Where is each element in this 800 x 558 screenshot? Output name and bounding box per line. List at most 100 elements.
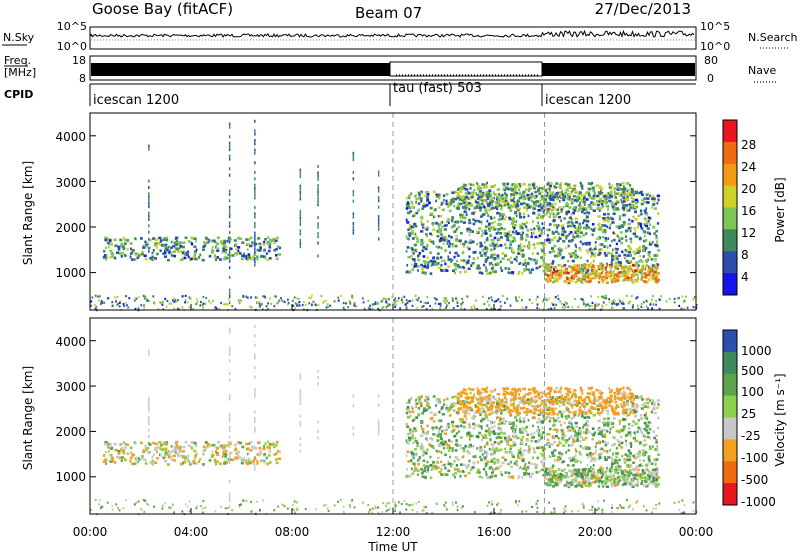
power-cell-near	[488, 297, 490, 299]
velocity-cell	[549, 428, 552, 431]
power-cell	[549, 185, 552, 188]
power-cell	[263, 243, 266, 246]
power-cell	[460, 259, 463, 262]
power-cell	[597, 224, 600, 227]
power-streak	[254, 238, 256, 241]
power-cell	[558, 186, 561, 189]
power-cell	[542, 227, 545, 230]
power-streak	[254, 216, 256, 219]
velocity-cell	[628, 431, 631, 434]
velocity-cell	[543, 458, 546, 461]
power-cell	[626, 207, 628, 210]
power-cell	[469, 239, 472, 242]
power-streak	[229, 145, 231, 148]
velocity-cell	[493, 433, 496, 436]
power-cell	[501, 194, 503, 197]
velocity-cell	[119, 443, 122, 446]
power-cell-near	[389, 304, 391, 306]
velocity-cell	[531, 473, 534, 476]
velocity-cell	[572, 464, 575, 467]
power-cell-near	[641, 306, 643, 308]
velocity-cell	[417, 459, 419, 462]
power-cell	[595, 241, 597, 244]
power-cell-near	[471, 308, 473, 310]
power-cell	[251, 241, 253, 244]
power-cell	[420, 197, 423, 200]
power-cell	[636, 280, 638, 283]
velocity-cell	[492, 473, 494, 476]
power-cell	[555, 182, 558, 185]
power-cbtick-20: 20	[741, 182, 756, 196]
power-cell-near	[296, 297, 298, 299]
freq-band-1	[91, 63, 390, 76]
power-cell	[552, 250, 555, 253]
velocity-cell	[451, 431, 453, 434]
velocity-cell	[235, 452, 237, 455]
velocity-cell	[551, 396, 554, 399]
power-streak	[353, 216, 355, 219]
velocity-cell	[121, 447, 123, 450]
velocity-cell	[406, 439, 408, 442]
power-cell-near	[429, 305, 431, 307]
velocity-cell	[144, 459, 147, 462]
power-cell	[628, 203, 631, 206]
velocity-cell	[496, 400, 499, 403]
power-streak	[229, 135, 231, 138]
power-cell	[156, 246, 158, 249]
power-cell	[409, 234, 412, 237]
power-cell	[457, 254, 460, 257]
velocity-cell	[205, 441, 208, 444]
power-cell-near	[387, 305, 389, 307]
power-cell	[473, 257, 476, 260]
velocity-cell	[657, 446, 659, 449]
power-cell	[471, 196, 474, 199]
velocity-cell	[196, 453, 198, 456]
power-cell	[521, 237, 524, 240]
power-cell	[456, 228, 458, 231]
power-cell	[598, 266, 600, 269]
power-streak	[254, 184, 256, 187]
velocity-cell	[263, 448, 266, 451]
power-cell	[468, 219, 470, 222]
power-cell	[412, 237, 415, 240]
power-cell	[566, 235, 569, 238]
power-cell	[619, 183, 621, 186]
velocity-cell	[436, 450, 438, 453]
velocity-cell	[575, 436, 577, 439]
velocity-cell	[496, 459, 499, 462]
power-streak	[254, 212, 256, 215]
power-cell	[607, 265, 609, 268]
power-cell	[491, 200, 494, 203]
power-cell	[202, 259, 204, 262]
power-cell	[651, 198, 653, 201]
power-cell	[583, 208, 586, 211]
power-cell	[462, 206, 465, 209]
power-streak	[317, 191, 319, 194]
power-cell-near	[660, 295, 662, 297]
velocity-cell	[595, 445, 597, 448]
velocity-cell	[647, 436, 650, 439]
power-cell	[628, 192, 631, 195]
velocity-cell	[503, 432, 506, 435]
power-cell	[558, 236, 560, 239]
power-cell	[597, 215, 600, 218]
velocity-cell	[657, 399, 660, 402]
power-cell	[425, 248, 428, 251]
power-cell-near	[632, 304, 634, 306]
velocity-cell	[558, 441, 560, 444]
velocity-cell	[491, 426, 494, 429]
nsky-label: N.Sky	[3, 31, 35, 44]
power-cell	[565, 183, 567, 186]
power-cell	[463, 221, 466, 224]
velocity-cell	[185, 441, 188, 444]
power-cell	[527, 229, 530, 232]
power-cell	[532, 212, 535, 215]
power-cell	[112, 255, 114, 258]
power-cell	[481, 203, 483, 206]
power-cell-near	[415, 295, 417, 297]
power-cell	[523, 269, 526, 272]
velocity-cell	[481, 427, 483, 430]
power-cell	[558, 206, 561, 209]
power-cell	[447, 265, 450, 268]
power-cell-near	[565, 301, 567, 303]
